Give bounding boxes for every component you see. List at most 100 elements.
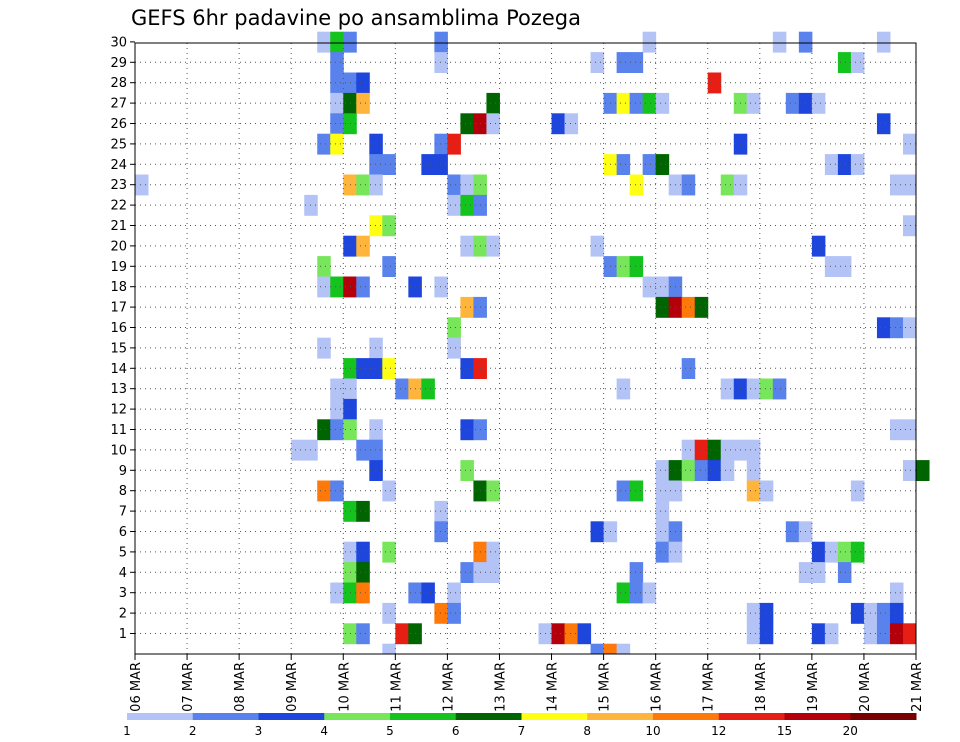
heatmap-cell: [902, 419, 917, 441]
heatmap-cell: [629, 480, 644, 502]
heatmap-cell: [811, 92, 826, 114]
heatmap-cell: [616, 52, 631, 73]
heatmap-cell: [642, 582, 657, 604]
heatmap-cell: [707, 460, 722, 481]
heatmap-cell: [902, 133, 917, 155]
heatmap-cell: [811, 562, 826, 583]
heatmap-cell: [460, 460, 474, 481]
x-tick-label: 20 MAR: [858, 662, 873, 712]
heatmap-cell: [291, 439, 305, 461]
heatmap-cell: [629, 582, 644, 604]
heatmap-cell: [681, 174, 696, 196]
heatmap-cell: [343, 31, 357, 53]
heatmap-cell: [837, 154, 852, 175]
legend-label: 2: [189, 724, 197, 738]
heatmap-cell: [369, 174, 383, 196]
heatmap-cell: [317, 31, 331, 53]
heatmap-cell: [720, 460, 735, 481]
y-tick-label: 5: [119, 545, 127, 560]
heatmap-cell: [382, 358, 396, 379]
legend-swatch: [390, 713, 457, 720]
heatmap-cell: [629, 256, 644, 277]
heatmap-cell: [434, 500, 448, 522]
y-tick-label: 8: [119, 484, 127, 499]
heatmap-cell: [889, 623, 904, 645]
y-tick-label: 19: [110, 260, 127, 275]
x-tick-label: 10 MAR: [337, 662, 352, 712]
x-tick-label: 17 MAR: [702, 662, 717, 712]
heatmap-cell: [460, 562, 474, 583]
y-tick-label: 4: [119, 566, 127, 581]
heatmap-cell: [447, 133, 461, 155]
heatmap-cell: [317, 133, 331, 155]
heatmap-cell: [655, 521, 670, 543]
heatmap-cell: [369, 358, 383, 379]
heatmap-cell: [616, 92, 631, 114]
heatmap-cell: [382, 643, 396, 655]
heatmap-cell: [785, 92, 800, 114]
heatmap-cell: [720, 378, 735, 400]
heatmap-cell: [382, 480, 396, 502]
heatmap-cell: [356, 623, 370, 645]
x-axis: 06 MAR 07 MAR 08 MAR 09 MAR 10 MAR 11 MAR 12 M…: [129, 654, 925, 712]
heatmap-cell: [460, 419, 474, 441]
heatmap-cell: [486, 562, 500, 583]
heatmap-cell: [616, 643, 631, 655]
heatmap-cell: [616, 378, 631, 400]
legend-swatch: [455, 713, 522, 720]
y-tick-label: 3: [119, 586, 127, 601]
heatmap-cell: [421, 582, 435, 604]
heatmap-cell: [707, 72, 722, 94]
heatmap-cell: [850, 480, 865, 502]
grid-layer: [135, 43, 916, 654]
y-tick-label: 11: [110, 423, 127, 438]
legend-swatch: [324, 713, 391, 720]
heatmap-cell: [330, 378, 344, 400]
heatmap-cell: [889, 602, 904, 624]
heatmap-cell: [382, 154, 396, 175]
heatmap-cell: [434, 521, 448, 543]
heatmap-cell: [330, 72, 344, 94]
heatmap-cell: [655, 480, 670, 502]
legend-label: 20: [843, 724, 858, 738]
y-tick-label: 14: [110, 362, 127, 377]
heatmap-cell: [369, 460, 383, 481]
y-tick-label: 28: [110, 76, 127, 91]
y-tick-label: 24: [110, 158, 127, 173]
heatmap-cell: [330, 582, 344, 604]
y-tick-label: 13: [110, 382, 127, 397]
y-tick-label: 2: [119, 607, 127, 622]
heatmap-cell: [447, 194, 461, 216]
heatmap-cell: [603, 643, 618, 655]
heatmap-cell: [317, 337, 331, 359]
heatmap-cell: [902, 215, 917, 237]
heatmap-cell: [655, 460, 670, 481]
heatmap-cell: [447, 602, 461, 624]
heatmap-cell: [902, 623, 917, 645]
heatmap-cell: [460, 358, 474, 379]
heatmap-cell: [590, 521, 605, 543]
heatmap-cell: [746, 92, 761, 114]
heatmap-cell: [551, 113, 566, 135]
heatmap-cell: [486, 235, 500, 257]
heatmap-cell: [356, 276, 370, 298]
heatmap-cell: [655, 276, 670, 298]
legend-swatch: [784, 713, 851, 720]
legend-label: 3: [255, 724, 263, 738]
heatmap-cell: [317, 256, 331, 277]
heatmap-cell: [447, 337, 461, 359]
legend-swatch: [192, 713, 259, 720]
heatmap-cell: [824, 256, 839, 277]
heatmap-cell: [759, 378, 774, 400]
y-tick-label: 27: [110, 97, 127, 112]
heatmap-cell: [135, 174, 149, 196]
heatmap-cell: [720, 439, 735, 461]
y-tick-label: 23: [110, 178, 127, 193]
heatmap-cell: [356, 582, 370, 604]
legend-label: 5: [386, 724, 394, 738]
legend-label: 15: [777, 724, 792, 738]
heatmap-cell: [330, 92, 344, 114]
heatmap-cell: [486, 480, 500, 502]
heatmap-cell: [460, 194, 474, 216]
heatmap-cell: [746, 602, 761, 624]
